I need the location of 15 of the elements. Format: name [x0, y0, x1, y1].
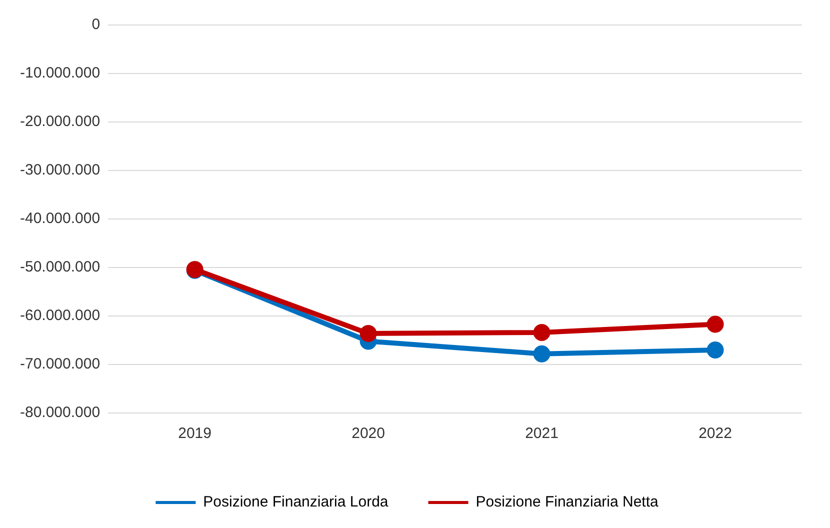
x-tick-label: 2020 [352, 425, 385, 442]
y-tick-label: -10.000.000 [20, 64, 100, 82]
y-tick-label: -60.000.000 [20, 307, 100, 324]
x-tick-label: 2022 [698, 425, 732, 442]
x-tick-label: 2021 [525, 425, 558, 442]
y-tick-label: 0 [92, 16, 100, 34]
y-tick-label: -80.000.000 [20, 404, 100, 422]
x-tick-label: 2019 [178, 425, 212, 442]
legend-label: Posizione Finanziaria Netta [476, 494, 660, 511]
y-tick-label: -50.000.000 [20, 258, 100, 276]
legend-label: Posizione Finanziaria Lorda [203, 494, 389, 511]
y-tick-label: -40.000.000 [20, 210, 100, 228]
y-tick-label: -20.000.000 [20, 113, 100, 130]
y-tick-label: -30.000.000 [20, 162, 100, 179]
y-tick-label: -70.000.000 [20, 356, 100, 373]
